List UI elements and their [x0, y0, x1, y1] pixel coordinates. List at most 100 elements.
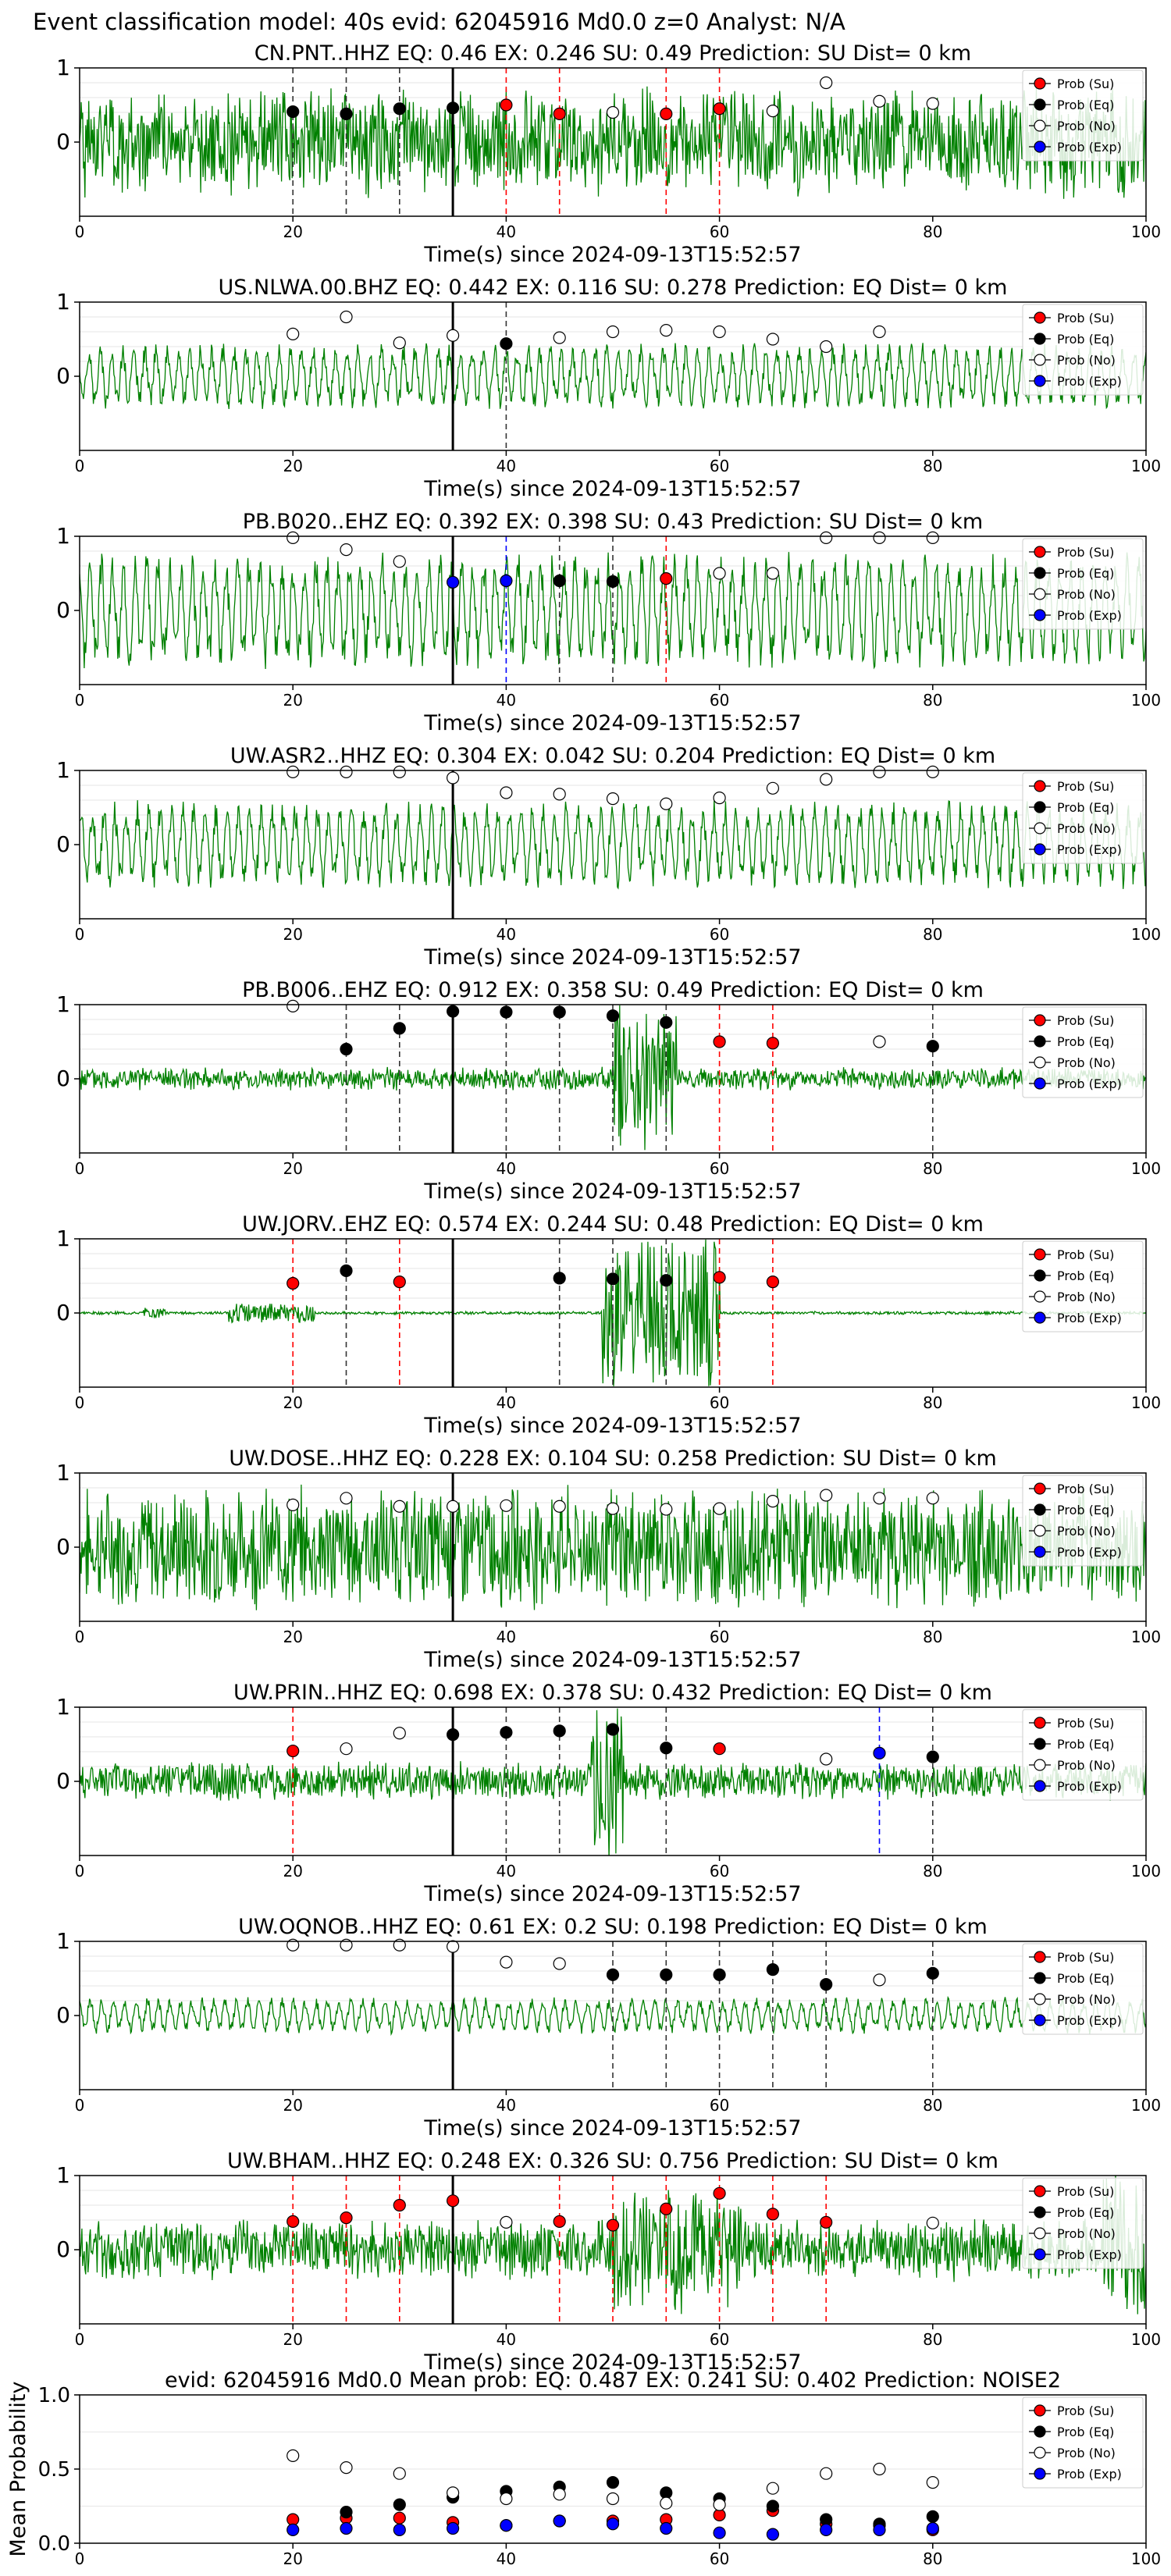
prob-point-eq [446, 101, 460, 115]
x-axis-label: Time(s) since 2024-09-13T15:52:57 [423, 1882, 801, 1906]
prob-point-eq [553, 1724, 566, 1738]
prob-point-eq [446, 1728, 460, 1742]
prob-point-exp [500, 2519, 513, 2532]
y-tick-label: 0 [56, 2002, 70, 2028]
legend-label: Prob (Exp) [1057, 1779, 1122, 1794]
waveform-trace [80, 1708, 1146, 1856]
x-tick-label: 40 [497, 1159, 516, 1178]
prob-point-eq [606, 1723, 620, 1736]
prob-point-no [287, 531, 300, 545]
prob-point-no [660, 797, 673, 810]
x-tick-label: 60 [710, 1159, 729, 1178]
prob-point-no [766, 333, 780, 346]
x-axis-label: Time(s) since 2024-09-13T15:52:57 [423, 711, 801, 735]
panel-4: PB.B006..EHZ EQ: 0.912 EX: 0.358 SU: 0.4… [56, 978, 1161, 1204]
prob-point-no [287, 327, 300, 340]
prob-point-no [713, 325, 726, 339]
x-tick-label: 60 [710, 2096, 729, 2115]
y-tick-label: 1 [56, 55, 70, 80]
prob-point-no [340, 1938, 353, 1952]
x-tick-label: 0 [75, 925, 85, 944]
prob-point-exp [446, 2521, 460, 2535]
legend-marker [1034, 1248, 1046, 1261]
prob-point-eq [606, 1009, 620, 1023]
prob-point-su [340, 2211, 353, 2225]
legend: Prob (Su) Prob (Eq) Prob (No) Prob (Exp) [1022, 1240, 1144, 1332]
y-tick-label: 0 [56, 363, 70, 389]
prob-point-eq [500, 1005, 513, 1019]
plot-area [80, 1239, 1146, 1387]
legend-box [1022, 1240, 1144, 1332]
prob-point-no [393, 1938, 406, 1952]
legend-box [1022, 772, 1144, 864]
panel-title: CN.PNT..HHZ EQ: 0.46 EX: 0.246 SU: 0.49 … [254, 41, 971, 66]
x-tick-label: 20 [283, 1159, 302, 1178]
prob-point-no [446, 329, 460, 342]
x-axis-label: Time(s) since 2024-09-13T15:52:57 [423, 243, 801, 267]
prob-point-eq [340, 1264, 353, 1277]
y-tick-label: 0.5 [38, 2458, 70, 2482]
prob-point-no [553, 1957, 566, 1970]
prob-point-no [820, 1752, 833, 1766]
y-tick-label: 1 [56, 757, 70, 783]
panel-title: UW.PRIN..HHZ EQ: 0.698 EX: 0.378 SU: 0.4… [233, 1681, 992, 1705]
legend-box [1022, 304, 1144, 396]
x-tick-label: 80 [923, 2330, 942, 2349]
x-tick-label: 0 [75, 222, 85, 241]
x-tick-label: 20 [283, 925, 302, 944]
x-axis-label: Time(s) since 2024-09-13T15:52:57 [423, 1179, 801, 1204]
prob-point-no [500, 2215, 513, 2229]
prob-point-eq [553, 1005, 566, 1019]
prob-point-su [393, 2198, 406, 2212]
legend-marker [1034, 822, 1046, 834]
prob-point-no [287, 2449, 300, 2462]
prob-point-su [713, 102, 726, 116]
legend-label: Prob (Exp) [1057, 2247, 1122, 2262]
legend-marker [1034, 2206, 1046, 2218]
x-tick-label: 0 [75, 1628, 85, 1646]
prob-point-su [287, 2215, 300, 2228]
prob-point-no [660, 324, 673, 337]
legend-label: Prob (Exp) [1057, 1545, 1122, 1560]
prob-point-exp [820, 2523, 833, 2536]
legend-marker [1034, 1738, 1046, 1750]
legend-marker [1034, 119, 1046, 132]
y-tick-label: 1.0 [38, 2384, 70, 2407]
prob-point-exp [713, 2526, 726, 2539]
x-tick-label: 0 [75, 1159, 85, 1178]
prob-point-no [713, 792, 726, 805]
prob-point-su [393, 1275, 406, 1289]
prob-point-no [660, 1503, 673, 1516]
prob-point-exp [873, 1746, 886, 1759]
legend-marker [1034, 1525, 1046, 1537]
prob-point-exp [553, 2514, 566, 2528]
prob-point-eq [766, 1963, 780, 1976]
plot-area [80, 68, 1146, 216]
prob-point-no [873, 2462, 886, 2476]
legend-box [1022, 538, 1144, 630]
legend-marker [1034, 98, 1046, 111]
x-tick-label: 60 [710, 2549, 729, 2568]
prob-point-no [926, 2216, 939, 2229]
prob-point-no [926, 1492, 939, 1505]
x-tick-label: 80 [923, 457, 942, 475]
x-tick-label: 20 [283, 1393, 302, 1412]
prob-point-no [500, 2492, 513, 2506]
legend-marker [1034, 588, 1046, 600]
prob-point-no [926, 765, 939, 779]
waveform-trace [80, 800, 1146, 890]
prob-point-eq [553, 574, 566, 588]
prob-point-su [287, 1744, 300, 1758]
prob-point-no [926, 531, 939, 545]
x-tick-label: 80 [923, 1159, 942, 1178]
panel-0: CN.PNT..HHZ EQ: 0.46 EX: 0.246 SU: 0.49 … [56, 41, 1161, 267]
panel-2: PB.B020..EHZ EQ: 0.392 EX: 0.398 SU: 0.4… [56, 510, 1161, 735]
prob-point-no [873, 1492, 886, 1505]
legend-marker [1034, 780, 1046, 792]
prob-point-su [766, 2208, 780, 2221]
prob-point-no [713, 2498, 726, 2511]
x-tick-label: 40 [497, 1628, 516, 1646]
panel-9: UW.BHAM..HHZ EQ: 0.248 EX: 0.326 SU: 0.7… [56, 2149, 1161, 2375]
prob-point-eq [393, 2498, 406, 2511]
legend-marker [1034, 2248, 1046, 2261]
